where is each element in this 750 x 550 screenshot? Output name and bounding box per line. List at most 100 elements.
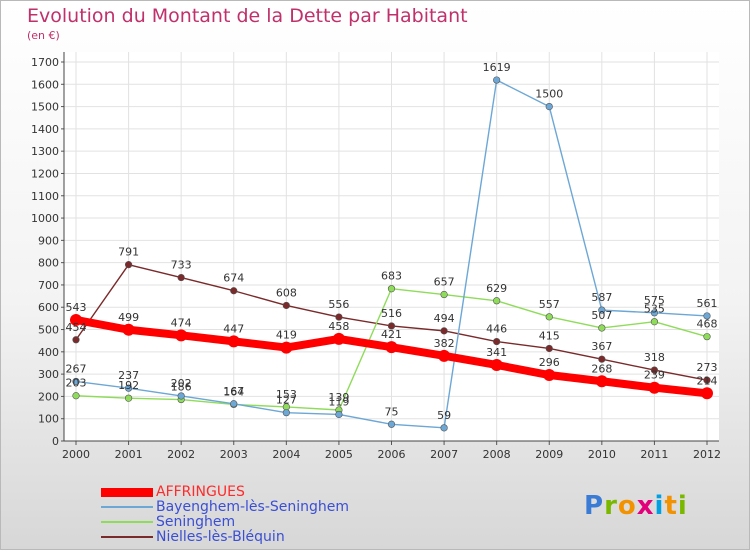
data-label: 1619 bbox=[483, 61, 511, 74]
legend-item: Bayenghem-lès-Seninghem bbox=[101, 500, 401, 515]
data-point bbox=[335, 410, 343, 419]
grid bbox=[64, 52, 719, 442]
data-label: 239 bbox=[644, 369, 665, 382]
x-tick-label: 2003 bbox=[220, 448, 248, 461]
y-tick-label: 400 bbox=[38, 346, 59, 359]
data-label: 507 bbox=[591, 309, 612, 322]
y-tick-label: 800 bbox=[38, 257, 59, 270]
data-label: 516 bbox=[381, 307, 402, 320]
data-label: 468 bbox=[697, 318, 718, 331]
legend: AFFRINGUES Bayenghem-lès-Seninghem Seningh… bbox=[101, 485, 401, 545]
data-point bbox=[440, 327, 448, 335]
data-label: 382 bbox=[434, 337, 455, 350]
data-label: 341 bbox=[486, 346, 507, 359]
y-tick-label: 700 bbox=[38, 279, 59, 292]
data-label: 791 bbox=[118, 246, 139, 259]
data-label: 561 bbox=[697, 297, 718, 310]
y-tick-label: 1600 bbox=[31, 78, 59, 91]
data-point bbox=[282, 409, 290, 417]
data-label: 139 bbox=[328, 391, 349, 404]
data-label: 419 bbox=[276, 329, 297, 342]
legend-item: AFFRINGUES bbox=[101, 485, 401, 500]
data-label: 1500 bbox=[535, 88, 563, 101]
data-label: 367 bbox=[591, 340, 612, 353]
data-point bbox=[545, 344, 553, 353]
data-label: 458 bbox=[328, 320, 349, 333]
data-point bbox=[598, 306, 606, 314]
data-point bbox=[650, 366, 659, 374]
data-label: 267 bbox=[66, 362, 87, 375]
data-label: 192 bbox=[118, 379, 139, 392]
data-point bbox=[703, 333, 711, 341]
y-tick-label: 1400 bbox=[31, 123, 59, 136]
legend-label: Bayenghem-lès-Seninghem bbox=[156, 499, 350, 515]
data-point bbox=[598, 324, 606, 332]
y-tick-label: 600 bbox=[38, 301, 59, 314]
data-label: 75 bbox=[385, 405, 399, 418]
data-point bbox=[598, 355, 606, 363]
data-label: 214 bbox=[697, 374, 718, 387]
y-tick-label: 1500 bbox=[31, 101, 59, 114]
y-tick-label: 500 bbox=[38, 324, 59, 337]
data-label: 446 bbox=[486, 323, 507, 336]
data-label: 454 bbox=[66, 321, 87, 334]
data-point bbox=[701, 387, 713, 400]
data-point bbox=[177, 273, 185, 282]
logo-letter: t bbox=[664, 491, 678, 521]
data-label: 556 bbox=[328, 298, 349, 311]
legend-swatch bbox=[101, 488, 153, 497]
legend-swatch bbox=[101, 521, 153, 523]
data-point bbox=[230, 287, 238, 295]
data-point bbox=[227, 335, 240, 348]
data-point bbox=[332, 332, 345, 345]
data-label: 674 bbox=[223, 272, 244, 285]
data-point bbox=[70, 313, 82, 326]
x-tick-label: 2011 bbox=[640, 448, 668, 461]
data-point bbox=[490, 358, 503, 371]
y-tick-label: 300 bbox=[38, 368, 59, 381]
chart-title: Evolution du Montant de la Dette par Hab… bbox=[27, 5, 468, 27]
data-label: 167 bbox=[223, 385, 244, 398]
data-label: 733 bbox=[171, 259, 192, 272]
proxiti-logo: Proxiti bbox=[584, 491, 688, 521]
data-label: 494 bbox=[434, 312, 455, 325]
logo-letter: o bbox=[617, 491, 637, 521]
series-group bbox=[70, 76, 713, 432]
data-label: 296 bbox=[539, 356, 560, 369]
data-label: 499 bbox=[118, 311, 139, 324]
x-axis-ticks: 2000 2001 2002 2003 2004 2005 2006 2007 2008 2009… bbox=[62, 448, 721, 461]
logo-letter: x bbox=[636, 491, 655, 521]
legend-item: Seninghem bbox=[101, 515, 401, 530]
data-point bbox=[385, 341, 398, 354]
data-point bbox=[493, 337, 501, 346]
data-point bbox=[650, 318, 659, 326]
data-point bbox=[543, 369, 556, 382]
data-label: 202 bbox=[171, 377, 192, 390]
x-tick-label: 2008 bbox=[483, 448, 511, 461]
y-tick-label: 1000 bbox=[31, 212, 59, 225]
x-tick-label: 2007 bbox=[430, 448, 458, 461]
data-point bbox=[648, 381, 661, 394]
data-label: 119 bbox=[328, 395, 349, 408]
x-tick-label: 2006 bbox=[378, 448, 406, 461]
data-label: 268 bbox=[591, 362, 612, 375]
data-label: 273 bbox=[697, 361, 718, 374]
data-label: 421 bbox=[381, 328, 402, 341]
data-point bbox=[703, 312, 711, 320]
y-tick-label: 1700 bbox=[31, 56, 59, 69]
y-axis-ticks: 0 100 200 300 400 500 600 700 800 900 1000 1100 1200… bbox=[31, 56, 59, 448]
data-label: 557 bbox=[539, 298, 560, 311]
logo-letter: i bbox=[654, 491, 665, 521]
data-label: 153 bbox=[276, 388, 297, 401]
data-point bbox=[124, 384, 133, 392]
data-label: 575 bbox=[644, 294, 665, 307]
x-tick-label: 2000 bbox=[62, 448, 90, 461]
logo-letter: P bbox=[584, 491, 605, 521]
data-label: 186 bbox=[171, 381, 192, 394]
data-label: 415 bbox=[539, 329, 560, 342]
data-point bbox=[177, 392, 185, 400]
data-label: 474 bbox=[171, 316, 192, 329]
